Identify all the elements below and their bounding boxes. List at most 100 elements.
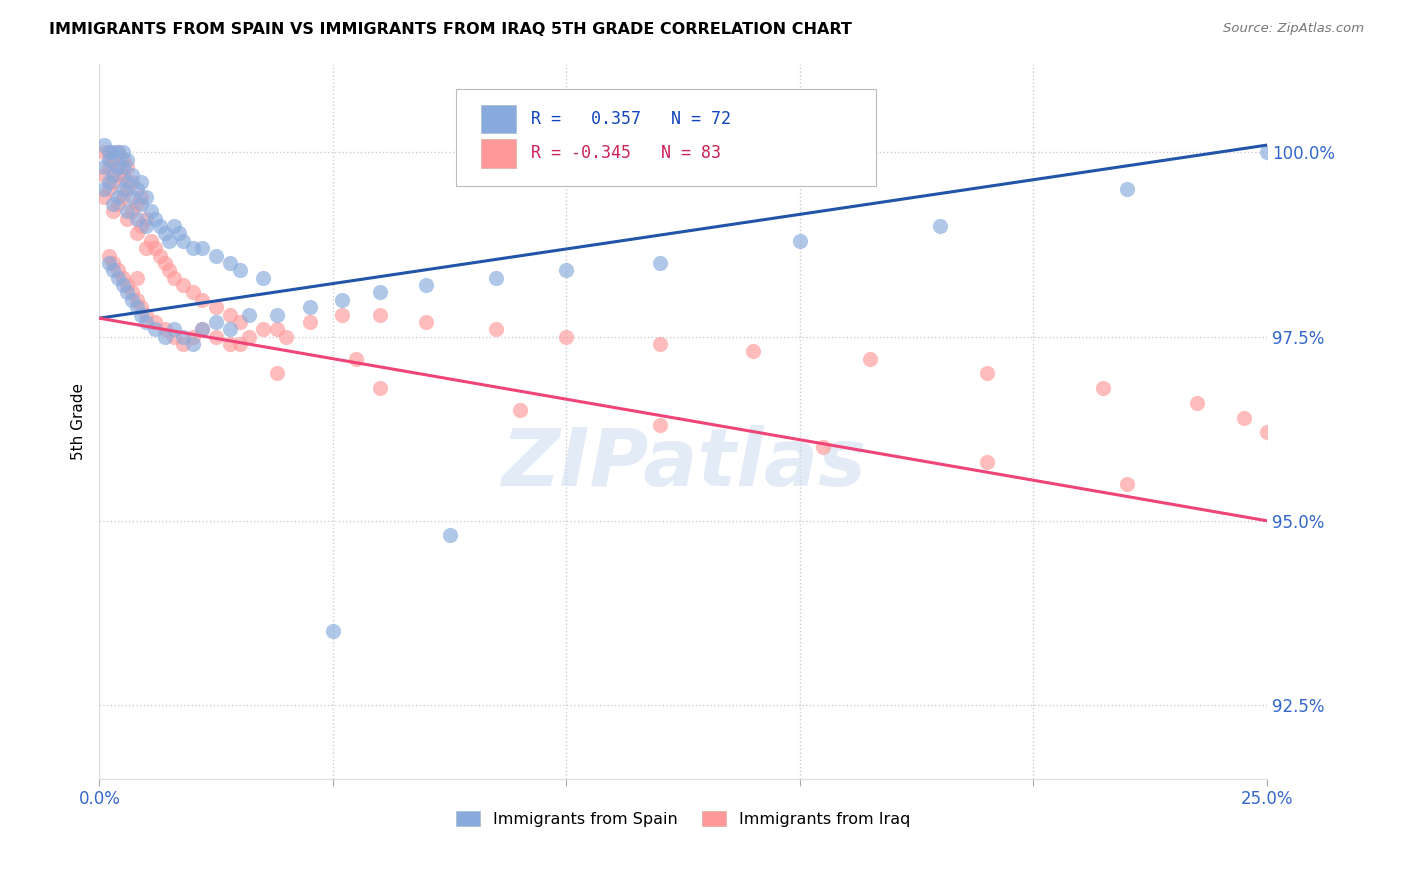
Point	[107, 263, 129, 277]
Point	[1185, 396, 1208, 410]
Point	[131, 175, 153, 189]
Point	[330, 293, 353, 307]
Point	[555, 329, 578, 343]
Point	[125, 270, 148, 285]
Point	[93, 145, 115, 160]
Point	[219, 256, 242, 270]
Point	[93, 168, 115, 182]
Point	[103, 153, 125, 167]
Point	[298, 315, 321, 329]
Point	[228, 315, 250, 329]
Point	[181, 241, 204, 255]
Point	[149, 249, 172, 263]
Point	[117, 160, 139, 174]
Point	[191, 322, 214, 336]
FancyBboxPatch shape	[481, 139, 516, 168]
Point	[159, 234, 181, 248]
Point	[97, 256, 120, 270]
Point	[153, 329, 176, 343]
Point	[111, 182, 134, 196]
Point	[139, 204, 162, 219]
Point	[163, 322, 186, 336]
Point	[125, 182, 148, 196]
Point	[97, 175, 120, 189]
Point	[121, 204, 143, 219]
Point	[219, 322, 242, 336]
Point	[107, 197, 129, 211]
Point	[117, 285, 139, 300]
Point	[153, 322, 176, 336]
Point	[117, 211, 139, 226]
Point	[344, 351, 367, 366]
Point	[135, 189, 157, 203]
Point	[145, 315, 167, 329]
Point	[125, 227, 148, 241]
Point	[648, 337, 671, 351]
Point	[228, 337, 250, 351]
Point	[485, 270, 508, 285]
Point	[1232, 410, 1254, 425]
Point	[173, 337, 195, 351]
Point	[135, 211, 157, 226]
Point	[149, 219, 172, 233]
Point	[509, 403, 531, 417]
Point	[121, 293, 143, 307]
Point	[111, 278, 134, 293]
Point	[976, 367, 998, 381]
Point	[107, 145, 129, 160]
Point	[121, 175, 143, 189]
Point	[125, 293, 148, 307]
Point	[252, 270, 274, 285]
Point	[131, 300, 153, 314]
Point	[103, 145, 125, 160]
Point	[107, 145, 129, 160]
Point	[266, 322, 288, 336]
Point	[131, 308, 153, 322]
Point	[125, 211, 148, 226]
Point	[167, 227, 190, 241]
Point	[859, 351, 882, 366]
Point	[219, 308, 242, 322]
Point	[1256, 425, 1278, 440]
Point	[131, 189, 153, 203]
FancyBboxPatch shape	[481, 104, 516, 134]
Point	[191, 241, 214, 255]
Point	[97, 153, 120, 167]
Point	[97, 249, 120, 263]
Point	[205, 315, 228, 329]
Point	[135, 241, 157, 255]
Point	[173, 278, 195, 293]
Point	[111, 168, 134, 182]
Point	[111, 270, 134, 285]
Point	[181, 337, 204, 351]
Point	[205, 300, 228, 314]
Text: R = -0.345   N = 83: R = -0.345 N = 83	[531, 145, 721, 162]
Point	[97, 182, 120, 196]
Point	[93, 138, 115, 153]
Point	[107, 270, 129, 285]
FancyBboxPatch shape	[456, 89, 876, 186]
Text: Source: ZipAtlas.com: Source: ZipAtlas.com	[1223, 22, 1364, 36]
Point	[163, 219, 186, 233]
Point	[238, 329, 260, 343]
Point	[205, 249, 228, 263]
Point	[135, 315, 157, 329]
Point	[929, 219, 952, 233]
Point	[103, 256, 125, 270]
Point	[266, 308, 288, 322]
Point	[145, 322, 167, 336]
Point	[648, 417, 671, 432]
Point	[163, 329, 186, 343]
Point	[439, 528, 461, 542]
Point	[107, 189, 129, 203]
Point	[266, 367, 288, 381]
Point	[93, 160, 115, 174]
Y-axis label: 5th Grade: 5th Grade	[72, 383, 86, 459]
Point	[111, 160, 134, 174]
Point	[181, 285, 204, 300]
Point	[121, 285, 143, 300]
Point	[368, 381, 391, 395]
Point	[191, 293, 214, 307]
Point	[139, 234, 162, 248]
Point	[145, 211, 167, 226]
